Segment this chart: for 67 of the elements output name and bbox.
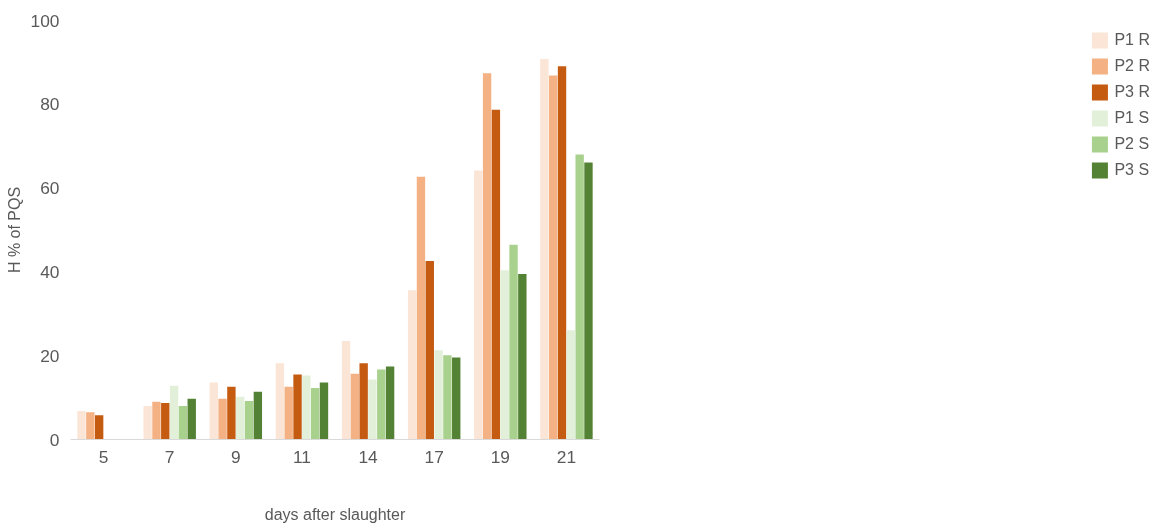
bar (152, 401, 161, 440)
bar (293, 374, 302, 440)
bar (482, 73, 492, 440)
bar (310, 387, 320, 440)
bar (452, 357, 461, 440)
bar (77, 411, 86, 440)
bar (244, 400, 254, 440)
bar (178, 405, 188, 440)
legend-label: P2 R (1114, 57, 1150, 75)
bar (584, 162, 593, 440)
bar (518, 273, 527, 440)
bar (575, 154, 584, 440)
bar (275, 363, 285, 440)
bar (302, 375, 311, 440)
bar (86, 412, 95, 440)
bar (143, 405, 152, 440)
bar (94, 415, 104, 440)
x-tick-label: 19 (490, 446, 510, 467)
bar (209, 382, 218, 440)
y-tick-label: 0 (49, 429, 60, 450)
bar (416, 176, 426, 440)
x-tick-label: 5 (98, 446, 109, 467)
bar (218, 398, 227, 440)
bar (474, 170, 483, 440)
bar (236, 396, 245, 440)
bar (350, 373, 360, 440)
y-tick-label: 60 (40, 178, 60, 199)
bar (407, 290, 417, 440)
bar (368, 379, 377, 440)
y-axis-title: H % of PQS (5, 186, 23, 274)
bar (169, 385, 179, 440)
y-tick-label: 80 (40, 94, 60, 115)
bar (425, 261, 434, 440)
bar (341, 341, 351, 440)
legend-label: P1 S (1114, 109, 1150, 127)
bar (443, 355, 452, 440)
bar (557, 66, 567, 440)
bar (509, 244, 518, 440)
bar (385, 366, 395, 440)
bar (500, 270, 509, 440)
legend-label: P3 S (1114, 161, 1150, 179)
x-tick-label: 21 (556, 446, 577, 467)
x-tick-label: 14 (358, 446, 379, 467)
bar (540, 59, 549, 440)
y-tick-label: 40 (40, 261, 60, 282)
x-tick-label: 9 (230, 446, 241, 467)
bar (253, 391, 263, 440)
bar (187, 398, 196, 440)
bar (434, 350, 443, 440)
x-tick-label: 17 (424, 446, 444, 467)
bar (227, 386, 236, 440)
bar (161, 403, 170, 440)
bar (566, 330, 576, 440)
x-tick-label: 11 (292, 446, 311, 467)
x-tick-label: 7 (164, 446, 175, 467)
bar (284, 386, 293, 440)
bar (319, 382, 329, 440)
bar (359, 363, 368, 440)
y-tick-label: 20 (40, 345, 60, 366)
legend-label: P2 S (1114, 135, 1150, 153)
legend-label: P3 R (1114, 83, 1150, 101)
legend-label: P1 R (1114, 31, 1150, 49)
bar (491, 109, 501, 440)
bar (549, 75, 558, 440)
y-tick-label: 100 (30, 10, 60, 31)
bar (377, 369, 386, 440)
x-axis-title: days after slaughter (264, 505, 406, 523)
